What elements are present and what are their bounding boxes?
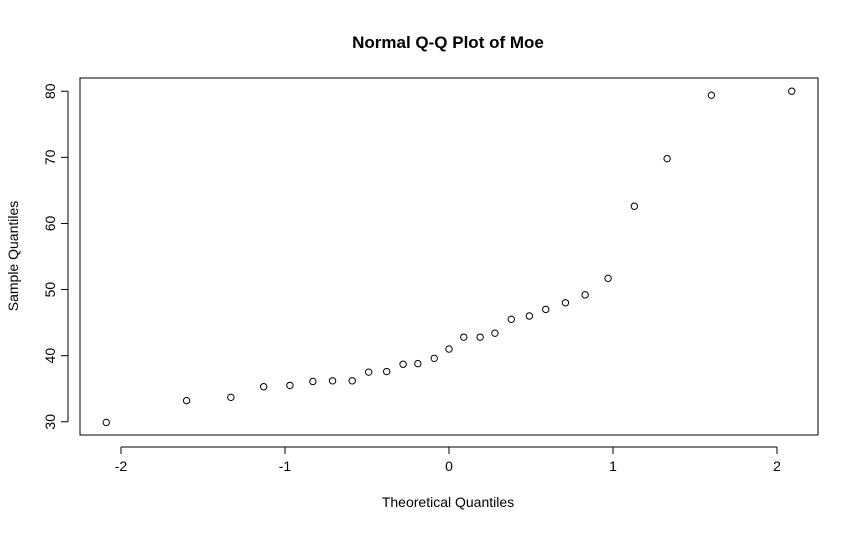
data-point (328, 377, 337, 385)
data-point (561, 299, 570, 307)
data-point (630, 202, 639, 210)
data-point (309, 377, 317, 386)
data-point (491, 329, 499, 337)
data-point (182, 396, 191, 405)
x-tick-label: 1 (609, 458, 617, 474)
data-point (286, 381, 294, 390)
data-point (227, 393, 235, 402)
data-point (663, 154, 671, 163)
y-tick-label: 30 (42, 414, 58, 430)
chart-title: Normal Q-Q Plot of Moe (352, 33, 544, 52)
data-point (414, 359, 422, 368)
data-points (102, 87, 796, 427)
x-tick-label: 2 (773, 458, 781, 474)
x-tick-label: 0 (445, 458, 453, 474)
y-tick-label: 50 (42, 282, 58, 298)
x-tick-label: -1 (279, 458, 292, 474)
x-axis-label: Theoretical Quantiles (382, 494, 514, 510)
y-tick-label: 60 (42, 215, 58, 231)
y-axis: 30 40 50 60 70 80 (42, 83, 69, 430)
data-point (259, 383, 268, 391)
x-axis: -2 -1 0 1 2 (115, 446, 781, 474)
data-point (430, 354, 438, 363)
y-tick-label: 70 (42, 149, 58, 165)
data-point (604, 274, 612, 283)
data-point (460, 333, 468, 341)
x-tick-label: -2 (115, 458, 128, 474)
data-point (476, 333, 484, 341)
data-point (382, 367, 391, 376)
data-point (507, 315, 516, 324)
data-point (542, 305, 550, 314)
y-axis-label: Sample Quantiles (5, 201, 21, 312)
data-point (102, 418, 110, 427)
y-tick-label: 40 (42, 348, 58, 364)
y-tick-label: 80 (42, 83, 58, 99)
data-point (445, 345, 453, 353)
data-point (581, 291, 589, 299)
data-point (364, 368, 373, 376)
data-point (399, 360, 407, 368)
data-point (525, 312, 534, 320)
data-point (348, 377, 356, 385)
data-point (788, 87, 796, 95)
data-point (707, 91, 716, 99)
plot-frame (79, 77, 819, 436)
